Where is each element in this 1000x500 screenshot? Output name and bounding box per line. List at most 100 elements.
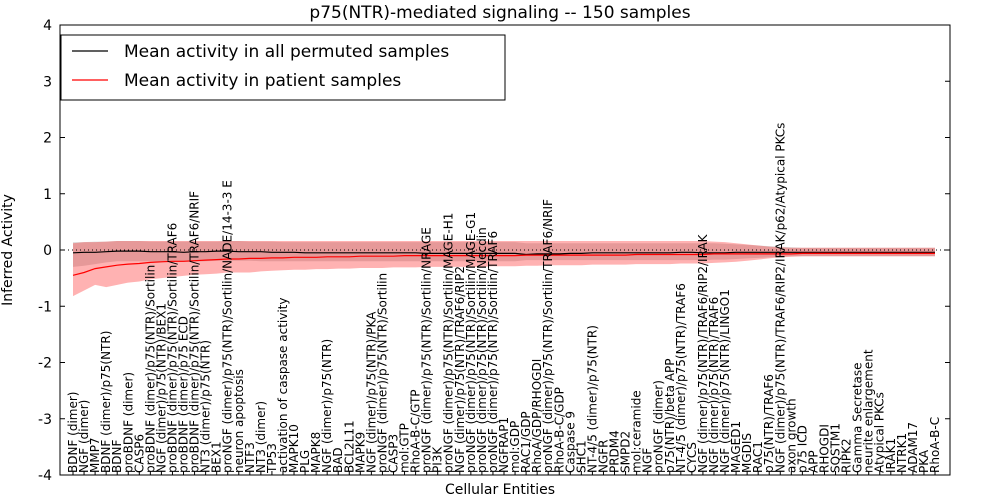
category-label: BDNF (dimer)/p75(NTR) <box>99 331 113 473</box>
category-label: MAPK9 <box>353 432 367 473</box>
category-label: PKA <box>917 449 931 473</box>
category-label: mol:ceramide <box>630 390 644 473</box>
category-label: NGFR <box>596 439 610 473</box>
x-axis-label: Cellular Entities <box>445 482 555 498</box>
category-label: proNGF (dimer)/p75(NTR)/Sortilin/TRAF6/N… <box>541 199 555 473</box>
category-label: APP <box>806 450 820 473</box>
category-label: RhoA-B-C/GDP <box>552 387 566 473</box>
category-label: PRDM4 <box>608 430 622 473</box>
series-line-permuted <box>72 250 935 256</box>
category-label: proNGF (dimer)/p75(NTR)/Sortilin/Necdin <box>475 227 489 473</box>
category-label: RhoA/GDP/RHOGDI <box>530 359 544 473</box>
category-label: NGF (dimer)/p75(NTR)/PKA <box>364 311 378 473</box>
category-label: CASP6 <box>132 434 146 473</box>
category-label: p75(NTR)/TRAF6 <box>762 374 776 473</box>
category-label: SHC1 <box>574 440 588 473</box>
category-label: IRAK1 <box>884 438 898 473</box>
category-label: NGF (dimer)/p75(NTR)/TRAF6 <box>707 297 721 473</box>
category-label: NGF (dimer)/p75(NTR)/BEX1 <box>154 303 168 473</box>
category-label: proBDNF (dimer)/p75(NTR)/Sortilin/TRAF6/… <box>188 191 202 473</box>
category-label: proNGF (dimer)/p75(NTR)/Sortilin/TRAF6 <box>486 231 500 473</box>
category-label: BAD <box>331 447 345 473</box>
category-label: NT3 (dimer)/p75(NTR) <box>199 340 213 473</box>
category-label: MAPK8 <box>309 432 323 473</box>
category-label: CASP3 <box>386 434 400 473</box>
y-tick-label: 2 <box>43 131 52 147</box>
category-label: NT3 (dimer) <box>254 401 268 473</box>
legend-label-patient: Mean activity in patient samples <box>124 71 401 91</box>
category-label: proBDNF (dimer) <box>121 372 135 473</box>
category-label: SMPD2 <box>619 431 633 473</box>
category-label: BDNF (dimer) <box>66 392 80 474</box>
category-label: proNGF (dimer)/p75(NTR)/Sortilin/MAGE-G1 <box>464 212 478 473</box>
category-label: RhoA-B-C/GTP <box>409 389 423 473</box>
category-label: mol:GDP <box>508 421 522 473</box>
category-label: MAGED1 <box>729 421 743 473</box>
category-label: neurite enlargement <box>862 349 876 473</box>
category-label: proNGF (dimer)/p75(NTR)/Sortilin/NRAGE <box>420 227 434 473</box>
category-label: proNGF (dimer)/p75(NTR)/Sortilin/MAGE-H1 <box>442 213 456 473</box>
category-label: TP53 <box>265 443 279 474</box>
category-label: NGF <box>641 448 655 473</box>
category-label: SQSTM1 <box>829 423 843 473</box>
category-label: BEX1 <box>210 441 224 473</box>
category-label: NGF (dimer)/p75(NTR)/TRAF6/RIP2/IRAK <box>696 233 710 473</box>
category-label: MAPK10 <box>287 424 301 473</box>
category-label: PI3K <box>431 446 445 473</box>
category-label: activation of caspase activity <box>276 298 290 473</box>
category-label: proNGF (dimer)/p75(NTR)/Sortilin <box>375 273 389 473</box>
y-tick-label: -4 <box>38 468 52 484</box>
category-label: axon growth <box>784 398 798 473</box>
category-label: NT-4/5 (dimer)/p75(NTR)/TRAF6 <box>674 283 688 473</box>
category-label: Gamma Secretase <box>851 362 865 473</box>
legend-label-permuted: Mean activity in all permuted samples <box>124 42 449 62</box>
category-label: NGF (dimer)/p75(NTR)/LINGO1 <box>718 289 732 473</box>
y-tick-label: -2 <box>38 356 52 372</box>
category-label: Caspase 9 <box>563 411 577 473</box>
category-label: ADAM17 <box>906 422 920 473</box>
category-label: Atypical PKCs <box>873 392 887 473</box>
series-line-patient <box>72 252 935 276</box>
category-label: proNGF (dimer) <box>652 380 666 473</box>
category-label: RhoA-B-C <box>928 417 942 473</box>
y-tick-label: -3 <box>38 412 52 428</box>
category-label: p75 ICD <box>795 425 809 473</box>
category-label: proBDNF (dimer)/p75(NTR)/Sortilin/TRAF6 <box>165 223 179 473</box>
category-label: p75(NTR)/beta APP <box>663 359 677 474</box>
category-label: neuron apoptosis <box>232 369 246 473</box>
y-tick-label: 3 <box>43 74 52 90</box>
y-tick-label: 0 <box>43 243 52 259</box>
y-tick-label: -1 <box>38 299 52 315</box>
category-label: NTRK1 <box>895 433 909 473</box>
category-label: proBDNF (dimer)/p75 ECD <box>177 316 191 473</box>
band-patient <box>73 241 935 297</box>
category-label: PLG <box>298 450 312 473</box>
category-label: MMP7 <box>88 437 102 473</box>
category-label: NTF3 <box>243 442 257 473</box>
series-lines <box>72 250 935 276</box>
category-label: NGF (dimer) <box>77 400 91 473</box>
chart-title: p75(NTR)-mediated signaling -- 150 sampl… <box>309 3 690 23</box>
category-label: RHOGDI <box>817 424 831 473</box>
category-label: NGFRAP1 <box>497 417 511 473</box>
category-label: CYCS <box>685 442 699 473</box>
legend-box <box>60 34 506 101</box>
category-label: NGF (dimer)/p75(NTR)/TRAF6/RIP2 <box>453 266 467 473</box>
category-label: RAC1 <box>751 441 765 473</box>
y-axis-label: Inferred Activity <box>0 194 16 306</box>
category-label: BDNF <box>110 440 124 473</box>
category-label: NGF (dimer)/p75(NTR) <box>320 339 334 473</box>
category-label: BCL2L11 <box>342 420 356 473</box>
category-label: NGF (dimer)/p75(NTR)/TRAF6/RIP2/IRAK/p62… <box>773 123 787 473</box>
category-label: NT-4/5 (dimer)/p75(NTR) <box>585 325 599 473</box>
y-tick-label: 1 <box>43 187 52 203</box>
category-label: RAC1/GDP <box>519 411 533 473</box>
legend: Mean activity in all permuted samples Me… <box>60 34 506 101</box>
category-label: proNGF (dimer)/p75(NTR)/Sortilin/NADE/14… <box>221 180 235 473</box>
category-label: RIPK2 <box>840 438 854 473</box>
y-tick-label: 4 <box>43 18 52 34</box>
category-label: MGDIS <box>740 433 754 473</box>
category-label: proBDNF (dimer)/p75(NTR)/Sortilin <box>143 265 157 473</box>
